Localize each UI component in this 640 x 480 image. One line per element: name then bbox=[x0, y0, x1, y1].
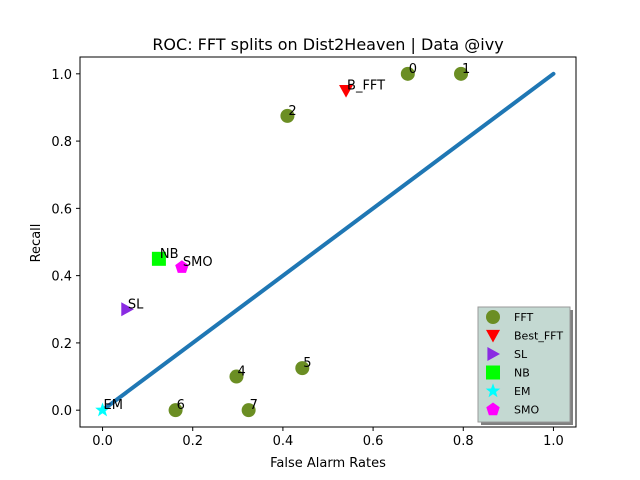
y-tick-label: 0.0 bbox=[51, 404, 72, 419]
point-smo-0 bbox=[175, 260, 189, 273]
point-em-0 bbox=[95, 402, 110, 417]
legend-marker-em bbox=[485, 383, 501, 398]
y-tick-label: 0.8 bbox=[51, 135, 72, 150]
point-label: 2 bbox=[288, 104, 296, 119]
point-label: 7 bbox=[250, 398, 258, 413]
x-tick-label: 0.2 bbox=[182, 434, 203, 449]
y-tick-label: 0.6 bbox=[51, 202, 72, 217]
x-tick-label: 0.0 bbox=[92, 434, 113, 449]
x-tick-label: 0.4 bbox=[273, 434, 294, 449]
point-label: 4 bbox=[237, 365, 245, 380]
y-tick-label: 0.4 bbox=[51, 270, 72, 285]
legend-marker-smo bbox=[486, 402, 500, 416]
x-tick-label: 1.0 bbox=[543, 434, 564, 449]
y-axis-label: Recall bbox=[29, 224, 44, 263]
legend-marker-nb bbox=[486, 365, 500, 380]
point-labels: 0 1 2 4 5 6 7 B_FFT SL NB EM SMO bbox=[104, 62, 471, 413]
point-sl-0 bbox=[121, 302, 134, 317]
data-points bbox=[95, 66, 469, 418]
point-fft-5 bbox=[168, 403, 183, 418]
point-label: SL bbox=[128, 297, 144, 312]
legend-entry-nb: NB bbox=[514, 367, 530, 380]
axis-ticks: 0.0 0.2 0.4 0.6 0.8 1.0 0.0 0.2 0.4 0.6 0.8 1.0 bbox=[51, 68, 563, 449]
point-fft-6 bbox=[241, 403, 256, 418]
legend-entry-fft: FFT bbox=[514, 311, 533, 324]
point-fft-0 bbox=[400, 66, 415, 81]
legend-entry-best_fft: Best_FFT bbox=[514, 330, 563, 343]
point-label: NB bbox=[160, 247, 179, 262]
x-tick-label: 0.6 bbox=[363, 434, 384, 449]
legend-entry-em: EM bbox=[514, 385, 530, 398]
diagonal-line bbox=[100, 71, 556, 413]
legend-marker-sl bbox=[487, 347, 500, 361]
point-label: SMO bbox=[183, 255, 213, 270]
legend-entry-smo: SMO bbox=[514, 404, 539, 417]
y-tick-label: 1.0 bbox=[51, 68, 72, 83]
legend-entry-sl: SL bbox=[514, 348, 528, 361]
point-nb-0 bbox=[151, 251, 166, 266]
point-label: 6 bbox=[177, 398, 185, 413]
point-best_fft-0 bbox=[339, 85, 354, 98]
point-label: B_FFT bbox=[347, 79, 385, 94]
point-fft-4 bbox=[295, 361, 310, 376]
x-tick-label: 0.8 bbox=[453, 434, 474, 449]
legend: FFT Best_FFT SL NB EM SMO bbox=[477, 306, 573, 425]
point-fft-3 bbox=[229, 369, 244, 384]
legend-marker-fft bbox=[486, 310, 500, 324]
point-label: 0 bbox=[409, 62, 417, 77]
point-label: 1 bbox=[462, 62, 470, 77]
diagonal-line-group bbox=[100, 71, 556, 413]
y-tick-label: 0.2 bbox=[51, 337, 72, 352]
chart-title: ROC: FFT splits on Dist2Heaven | Data @i… bbox=[152, 35, 503, 54]
point-label: EM bbox=[104, 398, 123, 413]
point-label: 5 bbox=[303, 356, 311, 371]
point-fft-1 bbox=[454, 66, 469, 81]
legend-marker-best_fft bbox=[486, 329, 500, 343]
x-axis-label: False Alarm Rates bbox=[270, 456, 386, 471]
point-fft-2 bbox=[280, 108, 295, 123]
plot-frame bbox=[79, 56, 577, 428]
